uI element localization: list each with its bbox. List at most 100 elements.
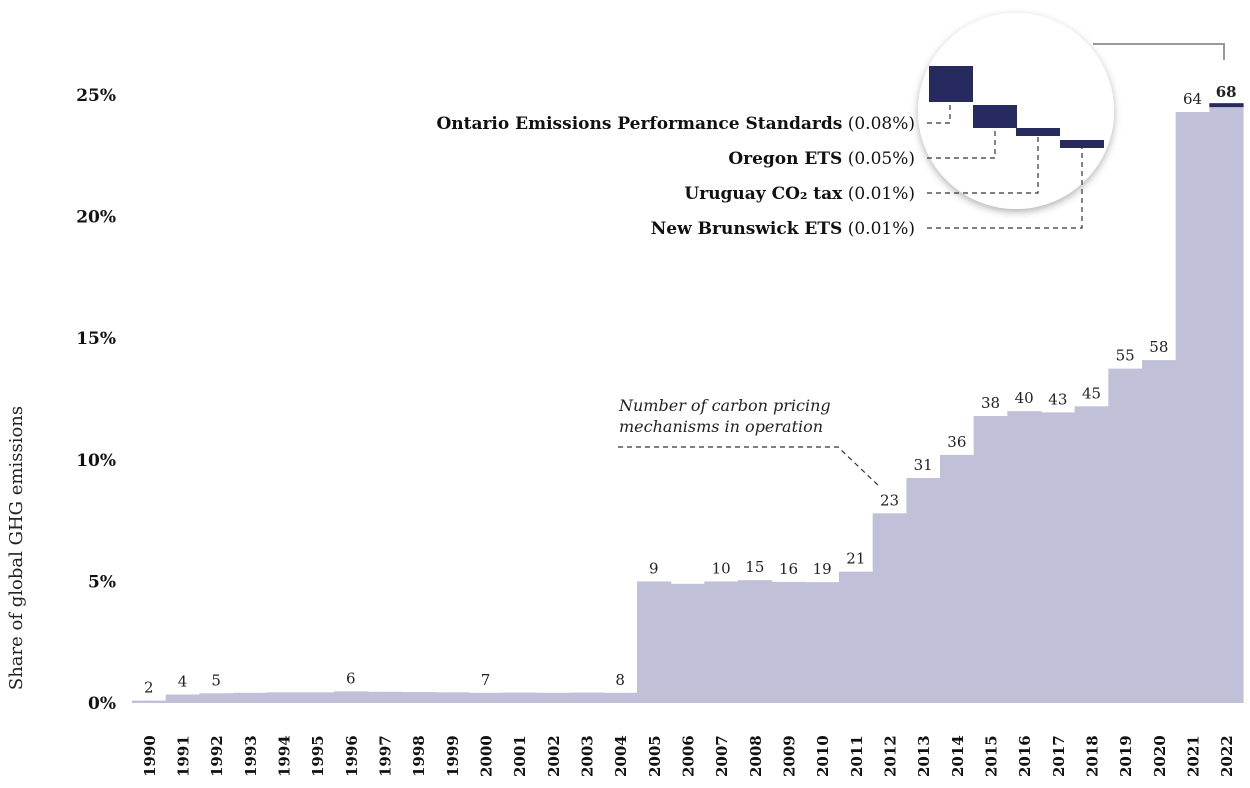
mechanism-name: Ontario Emissions Performance Standards [436,114,842,134]
count-label-2015: 38 [981,394,1000,412]
bar-2014 [940,454,975,703]
x-tick-label: 2001 [511,735,529,777]
x-tick-label: 2022 [1218,735,1236,777]
bar-1999 [435,692,470,703]
mechanism-share: (0.01%) [842,184,915,204]
x-tick-label: 2002 [545,735,563,777]
y-tick-label: 10% [76,451,116,471]
count-label-2007: 10 [712,559,731,577]
count-label-2014: 36 [947,433,966,451]
annotation-line-1: Number of carbon pricing [618,396,831,415]
inset-legend-label: Uruguay CO₂ tax (0.01%) [684,184,915,204]
bar-2009 [771,581,806,703]
x-axis: 1990 1991 1992 1993 1994 1995 1996 1997 1998 1999… [141,735,1236,777]
new-mechanisms-cap [1209,103,1244,108]
bar-2005 [637,581,672,703]
y-tick-label: 0% [88,694,116,714]
count-label-2020: 58 [1149,338,1168,356]
bar-2022 [1209,107,1244,703]
x-tick-label: 2020 [1151,735,1169,777]
bar-2018 [1074,406,1109,703]
x-tick-label: 2018 [1084,735,1102,777]
count-label-2011: 21 [846,550,865,568]
x-tick-label: 1990 [141,735,159,777]
annotation: Number of carbon pricing mechanisms in o… [618,396,881,488]
x-tick-label: 2008 [747,735,765,777]
bar-2000 [468,692,503,703]
bar-2002 [536,692,571,703]
count-label-2008: 15 [745,558,764,576]
inset-legend-label: New Brunswick ETS (0.01%) [651,219,915,239]
x-tick-label: 1998 [410,735,428,777]
mechanism-name: Oregon ETS [728,149,842,169]
y-axis-label: Share of global GHG emissions [6,406,27,690]
x-tick-label: 1999 [444,735,462,777]
bar-1993 [233,692,268,703]
bar-1995 [300,692,335,703]
x-tick-label: 2021 [1185,735,1203,777]
inset-bar-1 [973,105,1017,128]
x-tick-label: 2000 [478,735,496,777]
bar-2013 [906,478,941,703]
bar-2021 [1175,112,1210,704]
count-label-2013: 31 [914,456,933,474]
y-tick-label: 20% [76,208,116,228]
y-tick-label: 15% [76,329,116,349]
count-label-2019: 55 [1116,347,1135,365]
bar-1991 [165,694,200,703]
inset-leader-line [927,128,996,159]
count-label-2021: 64 [1183,90,1202,108]
x-tick-label: 2017 [1050,735,1068,777]
x-tick-label: 2009 [781,735,799,777]
bar-2004 [603,692,638,703]
x-tick-label: 2003 [579,735,597,777]
x-tick-label: 2007 [713,735,731,777]
bar-2015 [973,416,1008,703]
x-tick-label: 2019 [1117,735,1135,777]
bar-2019 [1108,368,1143,703]
mechanism-name: Uruguay CO₂ tax [684,184,843,204]
count-label-2005: 9 [649,559,659,577]
inset-leader-line [927,102,951,124]
bar-2016 [1007,411,1042,703]
bar-1996 [334,691,369,703]
x-tick-label: 1993 [242,735,260,777]
count-label-1992: 5 [211,671,221,689]
y-axis: 0% 5% 10% 15% 20% 25% [76,86,116,714]
bar-2017 [1041,412,1076,703]
y-tick-label: 5% [88,572,116,592]
x-tick-label: 2012 [882,735,900,777]
x-tick-label: 1996 [343,735,361,777]
count-label-2012: 23 [880,491,899,509]
x-tick-label: 1992 [208,735,226,777]
count-label-2010: 19 [813,560,832,578]
x-tick-label: 2014 [949,735,967,777]
y-tick-label: 25% [76,86,116,106]
inset-bar-2 [1016,128,1060,136]
x-tick-label: 2005 [646,735,664,777]
mechanism-share: (0.08%) [842,114,915,134]
x-tick-label: 2010 [814,735,832,777]
bar-2001 [502,692,537,703]
annotation-line-2: mechanisms in operation [619,417,823,436]
bar-2011 [839,571,874,703]
bar-2003 [569,692,604,703]
x-tick-label: 2004 [612,735,630,777]
count-label-2018: 45 [1082,384,1101,402]
annotation-leader-line [618,446,881,488]
inset-bar-3 [1060,140,1104,148]
bar-1998 [401,692,436,703]
count-label-2009: 16 [779,560,798,578]
zoom-inset: Ontario Emissions Performance Standards … [436,13,1225,239]
x-tick-label: 2006 [680,735,698,777]
count-label-2004: 8 [615,671,625,689]
bar-2010 [805,582,840,703]
x-tick-label: 2013 [915,735,933,777]
inset-bar-0 [929,66,973,102]
x-tick-label: 1991 [175,735,193,777]
mechanism-share: (0.05%) [842,149,915,169]
bar-2007 [704,581,739,703]
bar-2006 [670,583,705,703]
